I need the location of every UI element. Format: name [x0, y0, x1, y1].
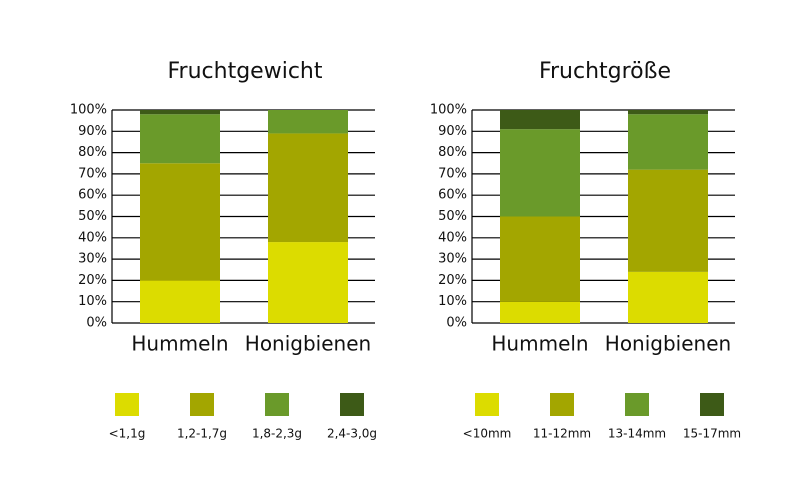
- y-tick-label: 40%: [78, 230, 107, 245]
- bar-segment: [500, 110, 580, 130]
- y-tick-label: 20%: [78, 273, 107, 288]
- legend-label: 15-17mm: [683, 427, 741, 441]
- y-tick-label: 90%: [78, 124, 107, 139]
- chart-title: Fruchtgröße: [539, 59, 671, 84]
- legend-label: 11-12mm: [533, 427, 591, 441]
- y-tick-label: 50%: [78, 209, 107, 224]
- y-tick-label: 10%: [78, 294, 107, 309]
- bar-segment: [140, 163, 220, 281]
- x-tick-label: Honigbienen: [245, 332, 371, 356]
- bar-segment: [628, 114, 708, 170]
- bar-segment: [268, 242, 348, 323]
- bar-segment: [268, 133, 348, 243]
- legend-swatch: [700, 393, 724, 416]
- legend-label: 2,4-3,0g: [327, 427, 377, 441]
- bar-segment: [628, 271, 708, 323]
- legend-label: 13-14mm: [608, 427, 666, 441]
- x-tick-label: Honigbienen: [605, 332, 731, 356]
- bar-segment: [140, 110, 220, 115]
- y-tick-label: 90%: [438, 124, 467, 139]
- x-tick-label: Hummeln: [491, 332, 588, 356]
- bar-segment: [500, 216, 580, 302]
- y-tick-label: 10%: [438, 294, 467, 309]
- y-tick-label: 80%: [78, 145, 107, 160]
- legend-label: <1,1g: [109, 427, 146, 441]
- legend-swatch: [340, 393, 364, 416]
- y-tick-label: 30%: [78, 252, 107, 267]
- chart-title: Fruchtgewicht: [168, 59, 323, 84]
- y-tick-label: 60%: [438, 188, 467, 203]
- legend-swatch: [190, 393, 214, 416]
- legend-swatch: [625, 393, 649, 416]
- y-tick-label: 80%: [438, 145, 467, 160]
- y-tick-label: 20%: [438, 273, 467, 288]
- y-tick-label: 70%: [438, 166, 467, 181]
- bar-segment: [140, 114, 220, 164]
- bar-segment: [500, 129, 580, 217]
- bar-segment: [628, 169, 708, 272]
- y-tick-label: 100%: [430, 103, 467, 118]
- y-tick-label: 0%: [86, 316, 107, 331]
- bar-segment: [628, 110, 708, 115]
- bar-segment: [500, 301, 580, 323]
- y-tick-label: 40%: [438, 230, 467, 245]
- legend-label: 1,2-1,7g: [177, 427, 227, 441]
- legend-swatch: [265, 393, 289, 416]
- y-tick-label: 60%: [78, 188, 107, 203]
- legend-swatch: [550, 393, 574, 416]
- y-tick-label: 70%: [78, 166, 107, 181]
- legend-label: <10mm: [463, 427, 512, 441]
- y-tick-label: 0%: [446, 316, 467, 331]
- bar-segment: [140, 280, 220, 323]
- y-tick-label: 100%: [70, 103, 107, 118]
- legend-swatch: [475, 393, 499, 416]
- y-tick-label: 50%: [438, 209, 467, 224]
- legend-label: 1,8-2,3g: [252, 427, 302, 441]
- bar-segment: [268, 110, 348, 134]
- y-tick-label: 30%: [438, 252, 467, 267]
- x-tick-label: Hummeln: [131, 332, 228, 356]
- legend-swatch: [115, 393, 139, 416]
